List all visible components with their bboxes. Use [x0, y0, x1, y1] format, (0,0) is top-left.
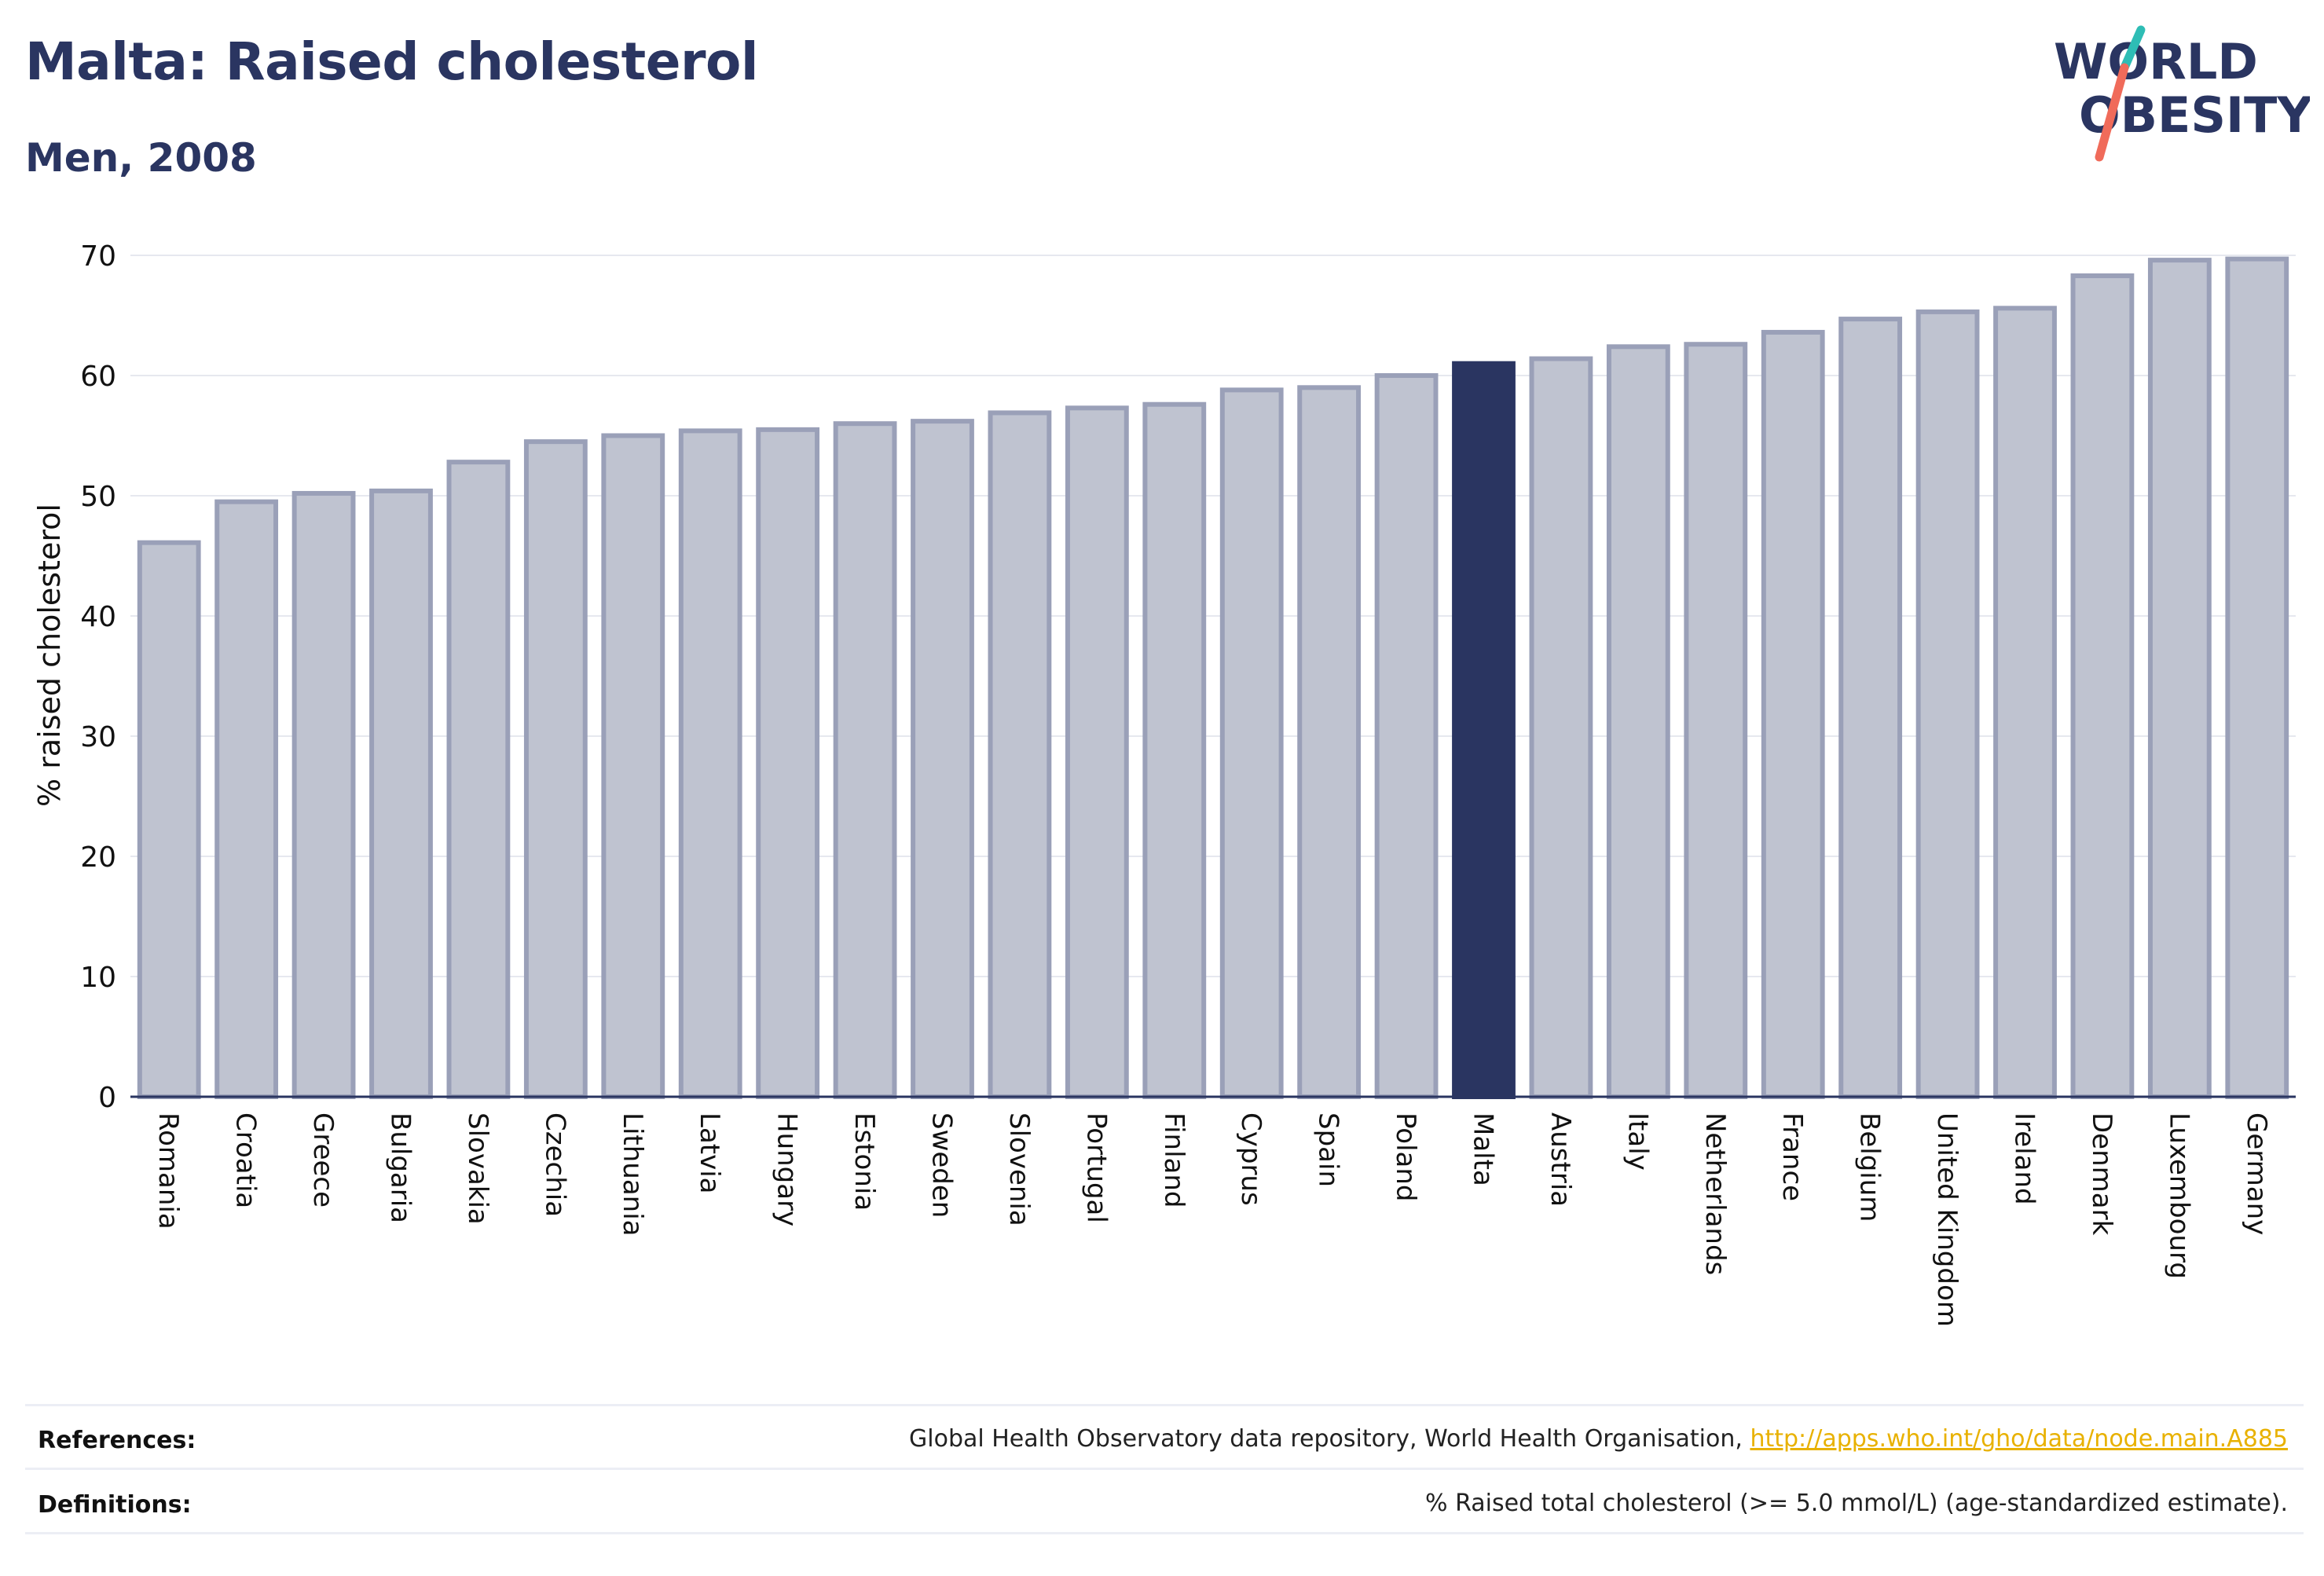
bar-slovakia	[446, 460, 511, 1099]
bar-chart: 0 10 20 30 40 50 60 70 Romania Croatia Greece Bulg…	[32, 240, 2296, 1327]
bar-france	[1761, 329, 1825, 1100]
x-tick-label: Italy	[1622, 1112, 1653, 1171]
references-label: References:	[38, 1427, 196, 1454]
bar-czechia	[523, 439, 588, 1099]
bar-united-kingdom	[1915, 309, 1980, 1100]
chart-subtitle: Men, 2008	[25, 135, 257, 181]
y-tick-label: 30	[80, 721, 116, 753]
x-tick-label: Germany	[2241, 1112, 2272, 1235]
x-tick-label: United Kingdom	[1931, 1112, 1963, 1327]
bar-cyprus	[1219, 387, 1284, 1099]
logo-slash-coral-icon	[2095, 63, 2129, 162]
x-tick-label: Denmark	[2086, 1112, 2117, 1236]
x-tick-label: Finland	[1158, 1112, 1189, 1208]
x-tick-label: Croatia	[230, 1112, 262, 1208]
bar-spain	[1297, 385, 1362, 1099]
x-tick-label: Romania	[152, 1112, 184, 1230]
y-tick-label: 40	[80, 601, 116, 633]
bar-estonia	[833, 421, 897, 1099]
bar-poland	[1374, 373, 1439, 1099]
x-tick-label: Greece	[307, 1112, 339, 1208]
bar-sweden	[911, 419, 974, 1099]
bar-greece	[291, 490, 356, 1099]
bar-belgium	[1838, 317, 1903, 1099]
references-text: Global Health Observatory data repositor…	[909, 1425, 2288, 1453]
y-tick-labels: 0 10 20 30 40 50 60 70	[80, 240, 116, 1114]
references-source: Global Health Observatory data repositor…	[909, 1425, 1750, 1453]
bar-denmark	[2070, 273, 2135, 1099]
footer-divider-bottom	[25, 1532, 2304, 1534]
x-tick-label: Ireland	[2009, 1112, 2040, 1205]
world-obesity-logo: WORLD OBESITY	[2054, 25, 2310, 162]
bar-luxembourg	[2147, 258, 2212, 1099]
bar-italy	[1606, 344, 1670, 1099]
y-tick-label: 20	[80, 841, 116, 874]
x-tick-label: Sweden	[926, 1112, 958, 1218]
x-tick-label: Cyprus	[1235, 1112, 1266, 1206]
y-tick-label: 50	[80, 481, 116, 513]
footer-divider-top	[25, 1404, 2304, 1406]
x-tick-label: Austria	[1545, 1112, 1576, 1207]
x-tick-label: Czechia	[539, 1112, 570, 1217]
x-tick-label: Lithuania	[617, 1112, 648, 1236]
y-tick-label: 0	[98, 1082, 116, 1114]
y-tick-label: 10	[80, 962, 116, 994]
x-tick-label: Slovenia	[1003, 1112, 1035, 1226]
x-tick-label: Hungary	[772, 1112, 803, 1226]
logo-line1: WORLD	[2054, 33, 2258, 90]
x-tick-label: Netherlands	[1699, 1112, 1731, 1275]
bar-netherlands	[1684, 342, 1748, 1100]
y-axis-label: % raised cholesterol	[32, 504, 67, 807]
bar-romania	[137, 540, 201, 1099]
definitions-label: Definitions:	[38, 1491, 192, 1519]
x-tick-label: Estonia	[849, 1112, 880, 1211]
bar-slovenia	[988, 410, 1052, 1099]
x-tick-label: Belgium	[1854, 1112, 1886, 1222]
y-tick-label: 70	[80, 240, 116, 273]
footer-divider-middle	[25, 1468, 2304, 1470]
bar-latvia	[678, 428, 742, 1099]
bar-lithuania	[601, 433, 665, 1099]
x-tick-label: Luxembourg	[2163, 1112, 2194, 1279]
x-tick-label: Latvia	[694, 1112, 725, 1194]
x-tick-label: Slovakia	[462, 1112, 493, 1225]
logo-slash-teal-icon	[2120, 25, 2146, 72]
bar-portugal	[1065, 405, 1129, 1099]
bar-malta	[1452, 361, 1516, 1099]
x-tick-label: Malta	[1468, 1112, 1499, 1186]
definitions-text: % Raised total cholesterol (>= 5.0 mmol/…	[1425, 1490, 2288, 1517]
bar-finland	[1142, 401, 1207, 1099]
y-tick-label: 60	[80, 361, 116, 393]
bar-germany	[2225, 256, 2289, 1100]
bar-croatia	[214, 499, 279, 1099]
x-tick-label: France	[1776, 1112, 1808, 1201]
x-tick-label: Portugal	[1080, 1112, 1112, 1223]
x-tick-labels: Romania Croatia Greece Bulgaria Slovakia Czec…	[152, 1112, 2272, 1327]
bar-hungary	[756, 427, 820, 1099]
bar-ireland	[1993, 306, 2057, 1099]
x-tick-label: Bulgaria	[385, 1112, 416, 1223]
references-link[interactable]: http://apps.who.int/gho/data/node.main.A…	[1750, 1425, 2288, 1453]
x-tick-label: Spain	[1313, 1112, 1344, 1187]
bar-austria	[1529, 356, 1593, 1099]
bars	[137, 256, 2289, 1100]
bar-bulgaria	[369, 488, 433, 1099]
x-tick-label: Poland	[1390, 1112, 1421, 1202]
chart-title: Malta: Raised cholesterol	[25, 31, 759, 92]
